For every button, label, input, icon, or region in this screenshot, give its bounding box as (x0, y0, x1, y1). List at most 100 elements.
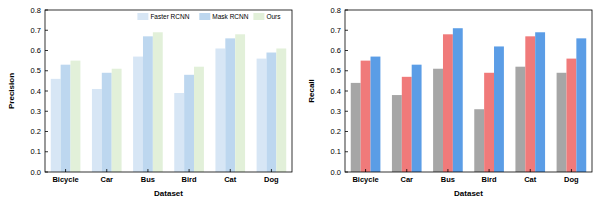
x-axis-label: Dataset (454, 189, 483, 198)
plot-frame (45, 10, 292, 172)
x-tick-label: Bus (441, 175, 455, 184)
x-tick-label: Bus (141, 175, 155, 184)
y-tick-label: 0.6 (331, 46, 341, 55)
x-tick (189, 169, 190, 172)
x-tick-label: Car (400, 175, 413, 184)
bar (525, 36, 535, 172)
y-tick-label: 0.5 (31, 66, 41, 75)
y-tick (45, 30, 48, 31)
chart-panel: 0.00.10.20.30.40.50.60.70.8BicycleCarBus… (307, 6, 592, 199)
bar (566, 59, 576, 172)
y-tick (345, 10, 348, 11)
y-tick (345, 91, 348, 92)
x-tick (489, 169, 490, 172)
y-tick-label: 0.3 (31, 107, 41, 116)
bar (433, 69, 443, 172)
bar (184, 75, 194, 172)
bars (51, 32, 286, 172)
y-tick (45, 10, 48, 11)
y-tick-label: 0.5 (331, 66, 341, 75)
bar (71, 61, 81, 172)
y-tick (345, 30, 348, 31)
y-tick-label: 0.4 (31, 87, 41, 96)
bar (402, 77, 412, 172)
y-tick-label: 0.7 (331, 26, 341, 35)
y-tick-label: 0.3 (331, 107, 341, 116)
x-tick-label: Bicycle (52, 175, 78, 184)
y-tick (345, 70, 348, 71)
bar (371, 57, 381, 172)
x-tick (106, 169, 107, 172)
x-tick (147, 169, 148, 172)
bar (61, 65, 71, 172)
bar (392, 95, 402, 172)
x-tick-label: Cat (524, 175, 537, 184)
y-tick-label: 0.8 (331, 6, 341, 15)
legend-swatch (199, 13, 210, 20)
bar (412, 65, 422, 172)
y-tick (45, 151, 48, 152)
y-axis-label: Recall (307, 79, 316, 103)
bar (361, 61, 371, 172)
y-tick-label: 0.2 (31, 127, 41, 136)
bar (515, 67, 525, 172)
y-tick (45, 111, 48, 112)
bar (474, 109, 484, 172)
x-tick-label: Bird (482, 175, 497, 184)
y-tick-label: 0.2 (331, 127, 341, 136)
y-tick (345, 50, 348, 51)
y-tick-label: 0.1 (331, 147, 341, 156)
bar (257, 59, 267, 172)
x-tick (271, 169, 272, 172)
bars (351, 28, 586, 172)
y-tick (345, 172, 348, 173)
figure: 0.0 0.1 0.2 0.3 0.4 0.5 0.6 0.7 0.8 Bicycle Car Bus… (0, 0, 600, 203)
x-tick-label: Cat (224, 175, 237, 184)
y-tick-label: 0.4 (331, 87, 341, 96)
bar (215, 48, 225, 172)
x-axis-label: Dataset (154, 189, 183, 198)
legend-label: Mask RCNN (212, 13, 248, 20)
x-tick-label: Car (100, 175, 113, 184)
plot-frame (345, 10, 592, 172)
bar (266, 53, 276, 172)
y-tick (345, 151, 348, 152)
y-tick (45, 70, 48, 71)
x-tick (447, 169, 448, 172)
bar (576, 38, 586, 172)
y-tick-label: 0.1 (31, 147, 41, 156)
x-tick (571, 169, 572, 172)
x-tick (365, 169, 366, 172)
bar (557, 73, 567, 172)
bar (194, 67, 204, 172)
x-tick (530, 169, 531, 172)
y-tick (345, 131, 348, 132)
y-tick-label: 0.0 (331, 168, 341, 177)
bar (225, 38, 235, 172)
y-tick-label: 0.6 (31, 46, 41, 55)
bar (143, 36, 153, 172)
bar (92, 89, 102, 172)
x-tick-label: Bird (182, 175, 197, 184)
x-tick (406, 169, 407, 172)
bar (112, 69, 122, 172)
bar (174, 93, 184, 172)
legend-label: Ours (266, 13, 281, 20)
y-tick (45, 131, 48, 132)
chart-panel: 0.00.10.20.30.40.50.60.70.8BicycleCarBus… (7, 6, 292, 199)
legend-label: Faster RCNN (150, 13, 189, 20)
bar (133, 57, 143, 172)
bar (494, 46, 504, 172)
bar (235, 34, 245, 172)
bar (153, 32, 163, 172)
y-tick (45, 91, 48, 92)
y-axis-label: Precision (7, 73, 16, 109)
y-tick-label: 0.7 (31, 26, 41, 35)
legend-swatch (253, 13, 264, 20)
bar (276, 48, 286, 172)
y-tick (45, 172, 48, 173)
x-tick-label: Dog (264, 175, 279, 184)
bar (535, 32, 545, 172)
bar (453, 28, 463, 172)
y-tick (45, 50, 48, 51)
